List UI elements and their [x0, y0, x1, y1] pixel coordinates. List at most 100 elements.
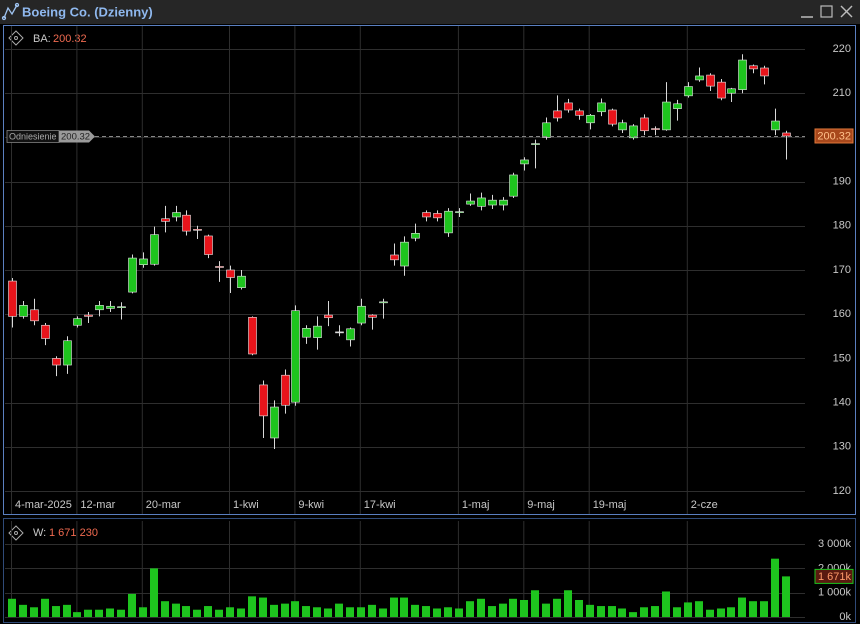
candle-body: [455, 211, 464, 213]
candle-body: [281, 374, 290, 406]
volume-bar: [760, 601, 768, 617]
candle-body: [608, 109, 617, 125]
candle-body: [727, 88, 736, 94]
close-button[interactable]: [840, 5, 853, 18]
y-tick-label: 130: [833, 441, 851, 453]
volume-bar: [586, 604, 594, 617]
y-tick-label: 210: [833, 87, 851, 99]
candle-body: [324, 314, 333, 319]
last-volume-tag-label: 1 671k: [818, 571, 852, 583]
volume-bar: [738, 597, 746, 617]
volume-bar: [488, 606, 496, 617]
volume-bar: [411, 604, 419, 617]
candle-body: [477, 197, 486, 207]
volume-bar: [302, 606, 310, 617]
candle-body: [106, 305, 115, 309]
volume-bar: [597, 606, 605, 617]
candle-body: [488, 199, 497, 206]
y-tick-label: 180: [833, 220, 851, 232]
volume-bar: [139, 607, 147, 617]
candle-body: [542, 122, 551, 138]
plot-layer: 1201301401501601701801902002102200k1 000…: [5, 26, 854, 623]
volume-bar: [651, 606, 659, 617]
candle-body: [466, 200, 475, 205]
candle-body: [771, 120, 780, 131]
candle-body: [706, 74, 715, 87]
candle-body: [237, 275, 246, 288]
candle-body: [139, 258, 148, 265]
volume-bar: [618, 608, 626, 617]
candle-body: [150, 234, 159, 265]
candle-body: [531, 143, 540, 145]
candle-body: [509, 174, 518, 197]
volume-bar: [444, 607, 452, 617]
volume-bar: [161, 601, 169, 617]
candle-body: [684, 86, 693, 97]
candle-body: [335, 331, 344, 334]
price-panel-frame: [3, 25, 856, 515]
last-volume-tag: [814, 568, 854, 584]
candle-body: [640, 117, 649, 132]
candle-body: [302, 328, 311, 338]
candle-body: [444, 210, 453, 234]
x-tick-label: 20-mar: [146, 499, 181, 511]
volume-bar: [357, 607, 365, 617]
candle-body: [270, 406, 279, 439]
volume-bar: [564, 590, 572, 617]
volume-bar: [270, 604, 278, 617]
volume-bar: [259, 597, 267, 617]
volume-bar: [346, 607, 354, 617]
candle-body: [226, 269, 235, 278]
candle-body: [204, 235, 213, 255]
volume-bar: [281, 603, 289, 617]
candle-body: [182, 214, 191, 232]
volume-bar: [433, 608, 441, 617]
candle-body: [291, 310, 300, 403]
window-title: Boeing Co. (Dzienny): [22, 4, 153, 19]
candle-body: [379, 301, 388, 304]
volume-bar: [684, 602, 692, 617]
volume-bar: [237, 608, 245, 617]
volume-bar: [226, 607, 234, 617]
x-tick-label: 19-maj: [593, 499, 627, 511]
candle-body: [499, 199, 508, 206]
volume-bar: [520, 599, 528, 617]
candle-body: [172, 212, 181, 218]
maximize-button[interactable]: [820, 5, 833, 18]
volume-bar: [727, 607, 735, 617]
volume-bar: [63, 604, 71, 617]
candle-body: [161, 218, 170, 222]
series-label: BA:: [33, 33, 51, 45]
volume-bar: [41, 598, 49, 617]
candle-body: [422, 212, 431, 218]
volume-bar: [575, 599, 583, 617]
volume-bar: [19, 604, 27, 617]
candle-body: [520, 159, 529, 165]
y-tick-label: 120: [833, 485, 851, 497]
candle-body: [390, 254, 399, 261]
volume-bar: [695, 601, 703, 617]
candle-body: [368, 314, 377, 318]
candle-body: [41, 324, 50, 339]
reference-value-box: [59, 130, 95, 143]
candle-body: [651, 128, 660, 130]
volume-bar: [193, 609, 201, 617]
volume-bar: [291, 601, 299, 617]
chart-icon: [1, 2, 20, 21]
volume-bar: [466, 601, 474, 617]
candle-body: [313, 325, 322, 338]
x-tick-label: 17-kwi: [364, 499, 396, 511]
volume-bar: [84, 609, 92, 617]
x-tick-label: 9-kwi: [298, 499, 324, 511]
candle-body: [760, 67, 769, 77]
candle-body: [662, 101, 671, 131]
last-price-tag-label: 200.32: [817, 130, 851, 142]
candle-body: [575, 110, 584, 116]
y-tick-label: 1 000k: [818, 587, 852, 599]
candle-body: [30, 309, 39, 322]
volume-bar: [422, 606, 430, 617]
candle-body: [597, 102, 606, 113]
x-tick-label: 4-mar-2025: [15, 499, 72, 511]
volume-bar: [717, 608, 725, 617]
